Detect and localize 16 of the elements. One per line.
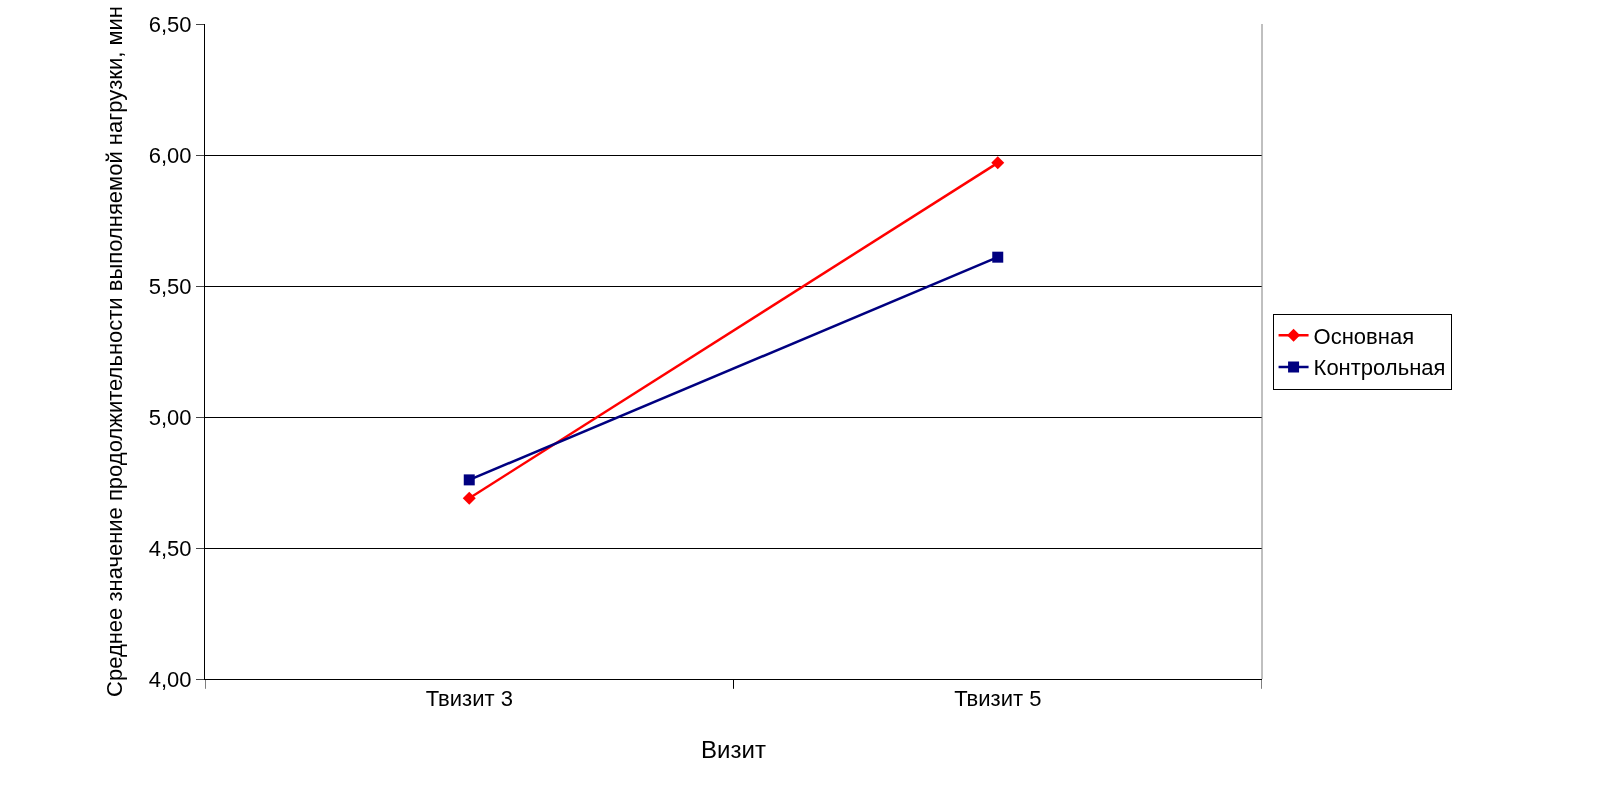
y-tick-label: 5,00: [148, 404, 192, 430]
point: [462, 491, 476, 505]
y-tick-label: 6,50: [148, 11, 192, 37]
y-tick-label: 4,50: [148, 535, 192, 561]
legend-label: Контрольная: [1313, 355, 1446, 381]
y-tick-label: 5,50: [148, 273, 192, 299]
legend-label: Основная: [1313, 323, 1415, 349]
point: [992, 251, 1004, 263]
x-tick-label: Твизит 3: [425, 686, 513, 712]
x-axis-title: Визит: [701, 735, 766, 763]
point: [463, 474, 475, 486]
x-tick-label: Твизит 5: [954, 686, 1042, 712]
y-tick-label: 4,00: [148, 666, 192, 692]
point: [991, 156, 1005, 170]
y-tick-label: 6,00: [148, 142, 192, 168]
y-axis-title: Среднее значение продолжительности выполняемой нагрузки, мин: [101, 6, 127, 697]
